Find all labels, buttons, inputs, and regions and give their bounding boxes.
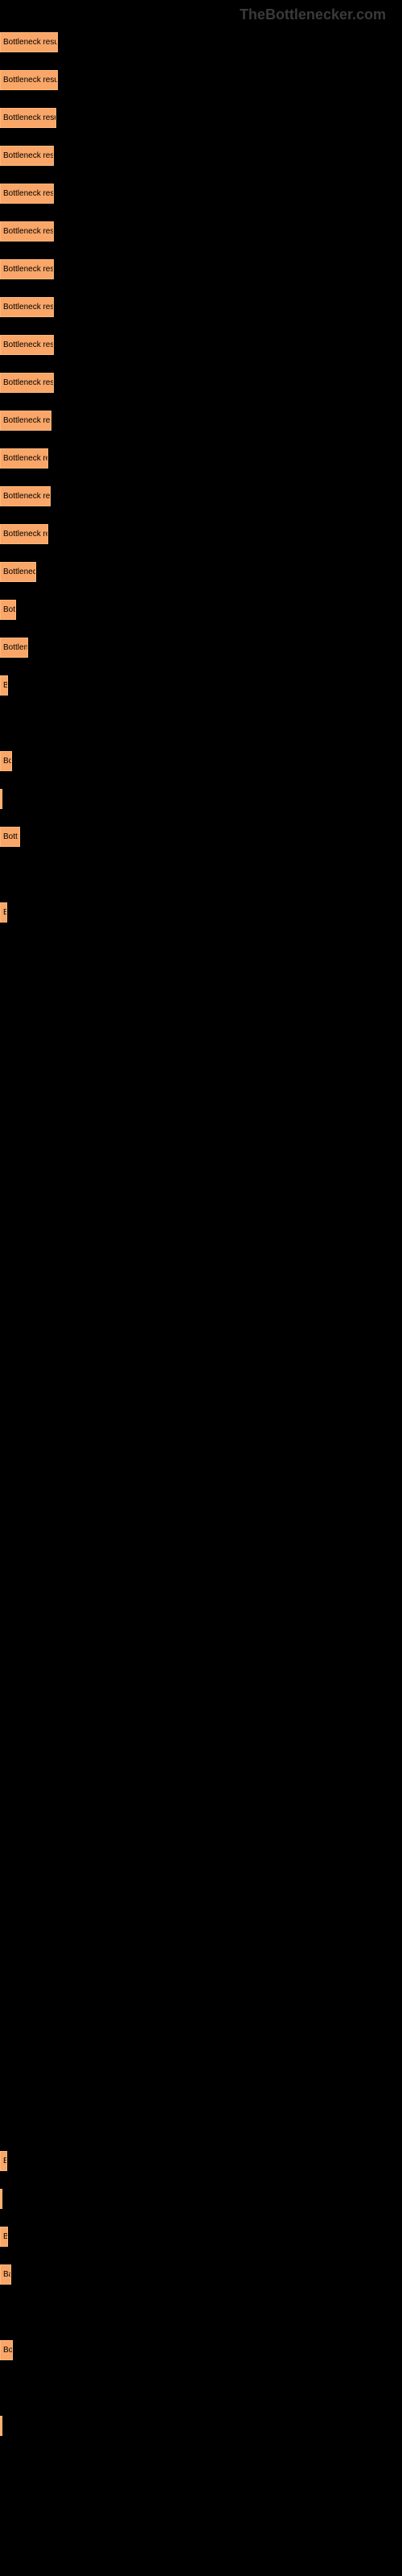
chart-bar: Bottleneck resu bbox=[0, 146, 54, 166]
bar-row bbox=[0, 978, 402, 998]
chart-bar: Bottleneck resu bbox=[0, 373, 54, 393]
chart-bar bbox=[0, 2189, 2, 2209]
bar-row: B bbox=[0, 2227, 402, 2247]
bar-row bbox=[0, 1129, 402, 1150]
bar-row bbox=[0, 2378, 402, 2398]
bar-row: Ba bbox=[0, 2264, 402, 2285]
chart-bar: Ba bbox=[0, 2264, 11, 2285]
bar-row bbox=[0, 2302, 402, 2322]
bar-row bbox=[0, 1205, 402, 1225]
watermark-text: TheBottlenecker.com bbox=[240, 6, 386, 23]
bar-row: Bo bbox=[0, 751, 402, 771]
bar-row bbox=[0, 2454, 402, 2474]
bar-row bbox=[0, 865, 402, 885]
chart-bar: Bottleneck resu bbox=[0, 297, 54, 317]
bar-row bbox=[0, 2416, 402, 2436]
chart-bar: Bottlen bbox=[0, 638, 28, 658]
chart-bar bbox=[0, 789, 2, 809]
bar-row bbox=[0, 1962, 402, 1982]
bar-row: B bbox=[0, 902, 402, 923]
chart-bar bbox=[0, 2416, 2, 2436]
chart-bar: B bbox=[0, 902, 7, 923]
bar-row bbox=[0, 1243, 402, 1263]
bar-row bbox=[0, 1016, 402, 1036]
bar-row: Bottleneck result bbox=[0, 70, 402, 90]
bar-row bbox=[0, 1281, 402, 1301]
chart-bar: Bo bbox=[0, 2340, 13, 2360]
chart-bar: B bbox=[0, 2151, 7, 2171]
bar-row bbox=[0, 1319, 402, 1339]
chart-bar: Bottleneck res bbox=[0, 486, 51, 506]
bar-row: Bottleneck resu bbox=[0, 297, 402, 317]
bar-row: Bottleneck resu bbox=[0, 146, 402, 166]
chart-bar: Bottlenec bbox=[0, 562, 36, 582]
bar-row: Bottleneck resu bbox=[0, 221, 402, 242]
chart-bar: Bo bbox=[0, 751, 12, 771]
bar-row bbox=[0, 789, 402, 809]
bar-row bbox=[0, 1659, 402, 1679]
chart-bar: B bbox=[0, 675, 8, 696]
bar-row: Bottleneck resu bbox=[0, 373, 402, 393]
bar-row bbox=[0, 1886, 402, 1906]
bar-row bbox=[0, 1697, 402, 1717]
bar-row: Bott bbox=[0, 827, 402, 847]
bar-row bbox=[0, 1773, 402, 1793]
bar-row bbox=[0, 2113, 402, 2133]
bar-row bbox=[0, 2037, 402, 2058]
bar-row bbox=[0, 940, 402, 960]
bar-row: Bottlenec bbox=[0, 562, 402, 582]
bar-row bbox=[0, 1848, 402, 1868]
chart-bar: Bot bbox=[0, 600, 16, 620]
bar-row: Bottleneck res bbox=[0, 411, 402, 431]
bar-row bbox=[0, 2000, 402, 2020]
bar-row bbox=[0, 713, 402, 733]
chart-bar: B bbox=[0, 2227, 8, 2247]
bar-row bbox=[0, 1621, 402, 1641]
bar-row bbox=[0, 1546, 402, 1566]
chart-bar: Bottleneck re bbox=[0, 448, 48, 469]
bar-row bbox=[0, 1092, 402, 1112]
bar-row bbox=[0, 1054, 402, 1074]
bar-row: Bottleneck result bbox=[0, 32, 402, 52]
bar-row bbox=[0, 1470, 402, 1490]
bar-row bbox=[0, 1924, 402, 1944]
bar-row bbox=[0, 1432, 402, 1452]
bar-chart: Bottleneck result Bottleneck result Bottle… bbox=[0, 0, 402, 2508]
bar-row: B bbox=[0, 2151, 402, 2171]
chart-bar: Bottleneck res bbox=[0, 411, 51, 431]
chart-bar: Bottleneck resul bbox=[0, 108, 56, 128]
chart-bar: Bottleneck result bbox=[0, 70, 58, 90]
bar-row bbox=[0, 1810, 402, 1831]
chart-bar: Bottleneck re bbox=[0, 524, 48, 544]
bar-row bbox=[0, 1167, 402, 1187]
chart-bar: Bottleneck resu bbox=[0, 259, 54, 279]
chart-bar: Bottleneck resu bbox=[0, 335, 54, 355]
bar-row bbox=[0, 2075, 402, 2095]
bar-row: Bo bbox=[0, 2340, 402, 2360]
bar-row bbox=[0, 1583, 402, 1604]
bar-row: Bottleneck re bbox=[0, 448, 402, 469]
bar-row: Bottlen bbox=[0, 638, 402, 658]
bar-row: Bottleneck resu bbox=[0, 184, 402, 204]
bar-row: Bottleneck res bbox=[0, 486, 402, 506]
bar-row bbox=[0, 1356, 402, 1377]
chart-bar: Bottleneck resu bbox=[0, 221, 54, 242]
bar-row bbox=[0, 2189, 402, 2209]
bar-row: Bottleneck resu bbox=[0, 335, 402, 355]
bar-row: Bottleneck resu bbox=[0, 259, 402, 279]
bar-row: Bot bbox=[0, 600, 402, 620]
bar-row: Bottleneck re bbox=[0, 524, 402, 544]
bar-row: Bottleneck resul bbox=[0, 108, 402, 128]
chart-bar: Bott bbox=[0, 827, 20, 847]
bar-row bbox=[0, 1735, 402, 1755]
chart-bar: Bottleneck result bbox=[0, 32, 58, 52]
bar-row bbox=[0, 1394, 402, 1414]
bar-row: B bbox=[0, 675, 402, 696]
chart-bar: Bottleneck resu bbox=[0, 184, 54, 204]
bar-row bbox=[0, 1508, 402, 1528]
